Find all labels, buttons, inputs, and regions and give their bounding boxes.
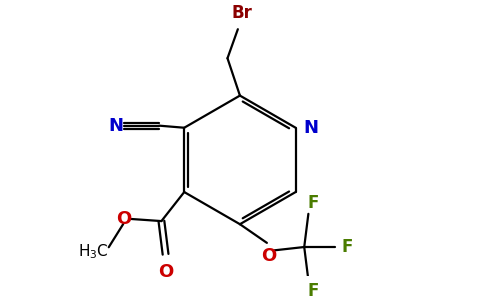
Text: F: F (342, 238, 353, 256)
Text: F: F (308, 194, 319, 212)
Text: N: N (303, 119, 318, 137)
Text: O: O (158, 263, 173, 281)
Text: O: O (261, 247, 276, 265)
Text: F: F (308, 282, 319, 300)
Text: H$_3$C: H$_3$C (77, 242, 108, 261)
Text: N: N (108, 117, 123, 135)
Text: O: O (116, 210, 131, 228)
Text: Br: Br (231, 4, 253, 22)
